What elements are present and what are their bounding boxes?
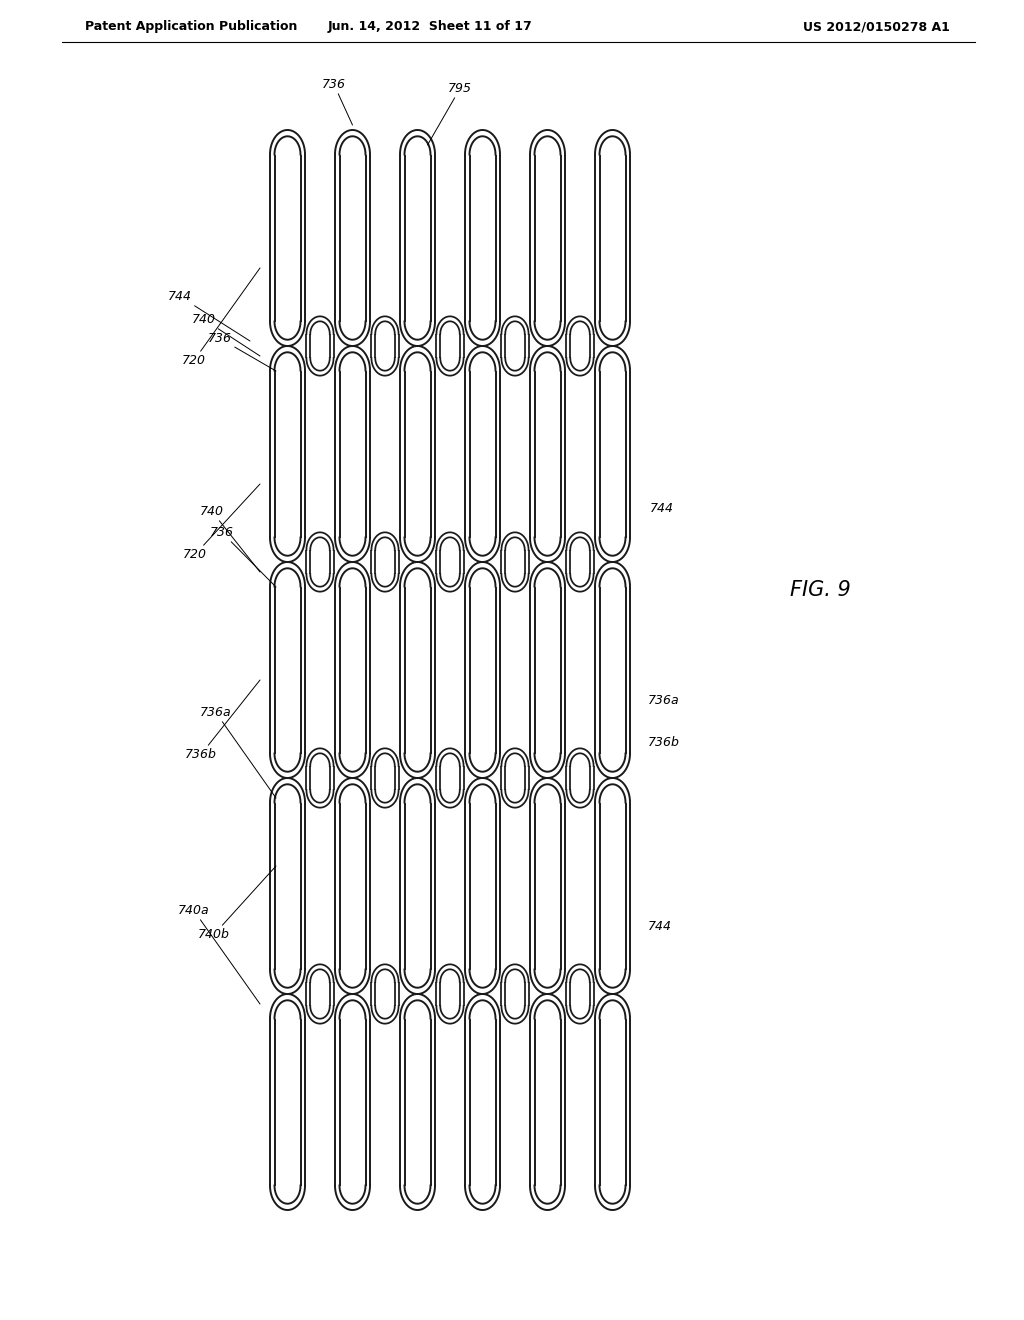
- Text: 744: 744: [650, 502, 674, 515]
- Text: 744: 744: [648, 920, 672, 933]
- Text: 795: 795: [427, 82, 472, 145]
- Text: 736: 736: [210, 525, 276, 587]
- Text: 720: 720: [183, 484, 260, 561]
- Text: 736a: 736a: [200, 706, 276, 799]
- Text: 736: 736: [208, 333, 276, 371]
- Text: 720: 720: [182, 268, 260, 367]
- Text: Jun. 14, 2012  Sheet 11 of 17: Jun. 14, 2012 Sheet 11 of 17: [328, 20, 532, 33]
- Text: 740a: 740a: [178, 904, 260, 1005]
- Text: 740: 740: [200, 506, 260, 572]
- Text: FIG. 9: FIG. 9: [790, 579, 851, 601]
- Text: 740: 740: [193, 313, 260, 356]
- Text: 736b: 736b: [185, 680, 260, 762]
- Text: 736a: 736a: [648, 694, 680, 708]
- Text: 744: 744: [168, 290, 250, 341]
- Text: Patent Application Publication: Patent Application Publication: [85, 20, 297, 33]
- Text: 740b: 740b: [198, 866, 276, 941]
- Text: 736b: 736b: [648, 737, 680, 748]
- Text: 736: 736: [322, 78, 352, 125]
- Text: US 2012/0150278 A1: US 2012/0150278 A1: [803, 20, 950, 33]
